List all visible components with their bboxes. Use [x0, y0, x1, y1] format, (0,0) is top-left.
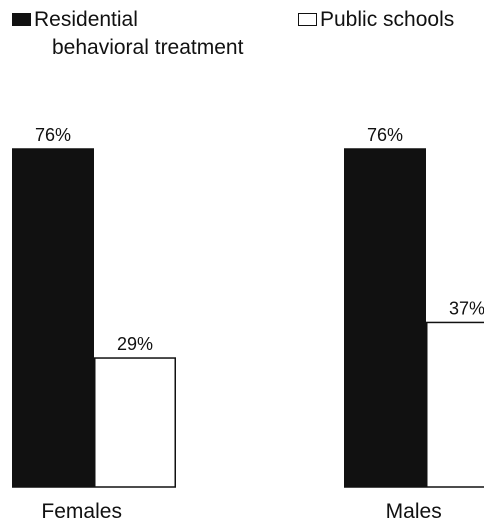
legend-label-residential-line1: Residential [34, 8, 138, 31]
legend-label-residential: Residential behavioral treatment [34, 6, 243, 62]
bar-males-public [426, 321, 484, 488]
data-label-males-residential: 76% [367, 125, 403, 145]
legend-swatch-residential [12, 13, 31, 26]
category-label-males: Males [386, 500, 442, 523]
bar-females-public [94, 357, 176, 488]
legend-label-public: Public schools [320, 8, 455, 31]
legend: Residential behavioral treatment Public … [12, 6, 484, 66]
legend-label-residential-line2: behavioral treatment [52, 36, 244, 59]
data-label-females-residential: 76% [35, 125, 71, 145]
category-label-females: Females [41, 500, 122, 523]
data-label-males-public: 37% [449, 298, 484, 318]
data-label-females-public: 29% [117, 334, 153, 354]
bar-females-residential [12, 148, 94, 488]
legend-swatch-public [298, 13, 317, 26]
bar-males-residential [344, 148, 426, 488]
